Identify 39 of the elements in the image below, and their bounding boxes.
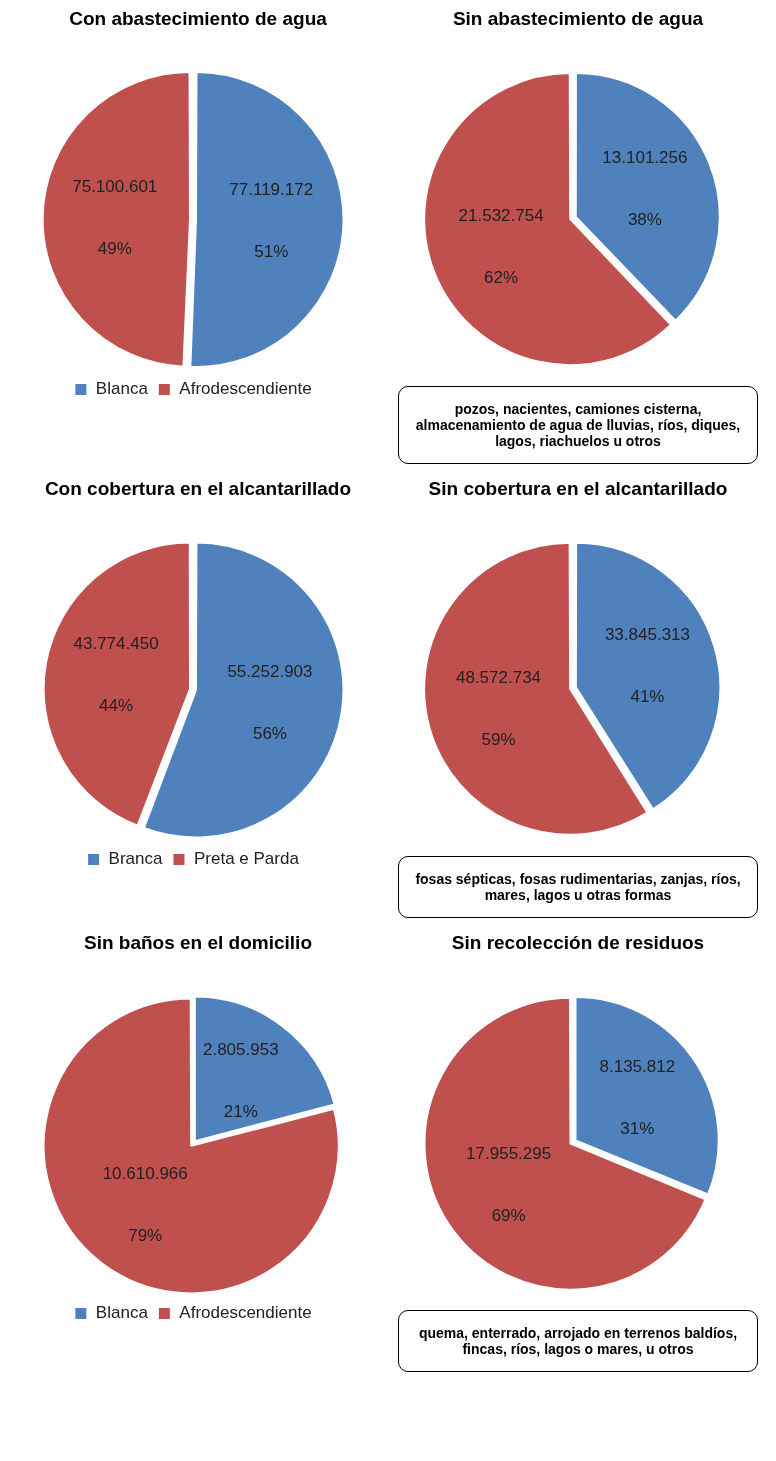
- text: quema, enterrado, arrojado en terrenos baldíos, fincas, ríos, lagos o mares, u otros: [398, 1310, 758, 1372]
- text: 38%: [627, 209, 662, 229]
- data-label: 33.845.313: [604, 625, 691, 645]
- text: 79%: [128, 1226, 163, 1246]
- chart-title: Con cobertura en el alcantarillado: [43, 478, 353, 501]
- data-label: 55.252.903: [227, 662, 313, 682]
- legend-label: Preta e Parda: [193, 849, 300, 869]
- legend-label: Branca: [108, 849, 164, 869]
- legend-label: Blanca: [95, 379, 149, 399]
- text: 21%: [223, 1102, 258, 1122]
- legend-label: Afrodescendiente: [179, 379, 312, 399]
- text: 31%: [620, 1119, 655, 1139]
- text: 59%: [481, 730, 516, 750]
- text: 62%: [484, 267, 519, 287]
- text: 49%: [97, 238, 132, 258]
- data-label: 17.955.295: [466, 1143, 552, 1163]
- chart-title: Sin cobertura en el alcantarillado: [427, 478, 729, 501]
- data-label: 8.135.812: [599, 1057, 676, 1077]
- data-label: 48.572.734: [455, 668, 542, 688]
- text: 41%: [630, 687, 665, 707]
- data-label: 10.610.966: [102, 1164, 188, 1184]
- data-label: 43.774.450: [73, 634, 159, 654]
- data-label: 77.119.172: [229, 179, 314, 199]
- chart-title: Sin recolección de residuos: [450, 932, 706, 955]
- chart-title: Con abastecimiento de agua: [68, 8, 328, 31]
- chart-title: Sin abastecimiento de agua: [451, 8, 705, 31]
- data-label: 2.805.953: [202, 1040, 279, 1060]
- text: fosas sépticas, fosas rudimentarias, zanjas, ríos, mares, lagos u otras formas: [398, 856, 758, 918]
- chart-title: Sin baños en el domicilio: [82, 932, 313, 955]
- text: 56%: [252, 724, 287, 744]
- data-label: 75.100.601: [72, 176, 158, 196]
- legend-label: Blanca: [95, 1303, 149, 1323]
- text: 44%: [99, 696, 134, 716]
- text: pozos, nacientes, camiones cisterna, almacenamiento de agua de lluvias, ríos, diques, lagos, riachuelos u otros: [398, 386, 758, 464]
- legend-label: Afrodescendiente: [179, 1303, 312, 1323]
- data-label: 21.532.754: [458, 205, 544, 225]
- text: 51%: [254, 241, 289, 261]
- text: 69%: [491, 1205, 526, 1225]
- data-label: 13.101.256: [602, 147, 688, 167]
